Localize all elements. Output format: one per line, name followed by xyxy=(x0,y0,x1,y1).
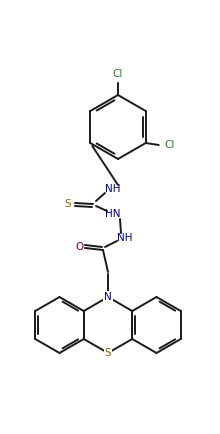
Text: Cl: Cl xyxy=(113,69,123,79)
Text: N: N xyxy=(104,292,112,302)
Text: S: S xyxy=(105,348,111,358)
Text: NH: NH xyxy=(117,233,133,243)
Text: NH: NH xyxy=(105,184,121,194)
Text: HN: HN xyxy=(105,209,121,219)
Text: Cl: Cl xyxy=(165,140,175,150)
Text: S: S xyxy=(65,199,71,209)
Text: O: O xyxy=(75,242,83,252)
